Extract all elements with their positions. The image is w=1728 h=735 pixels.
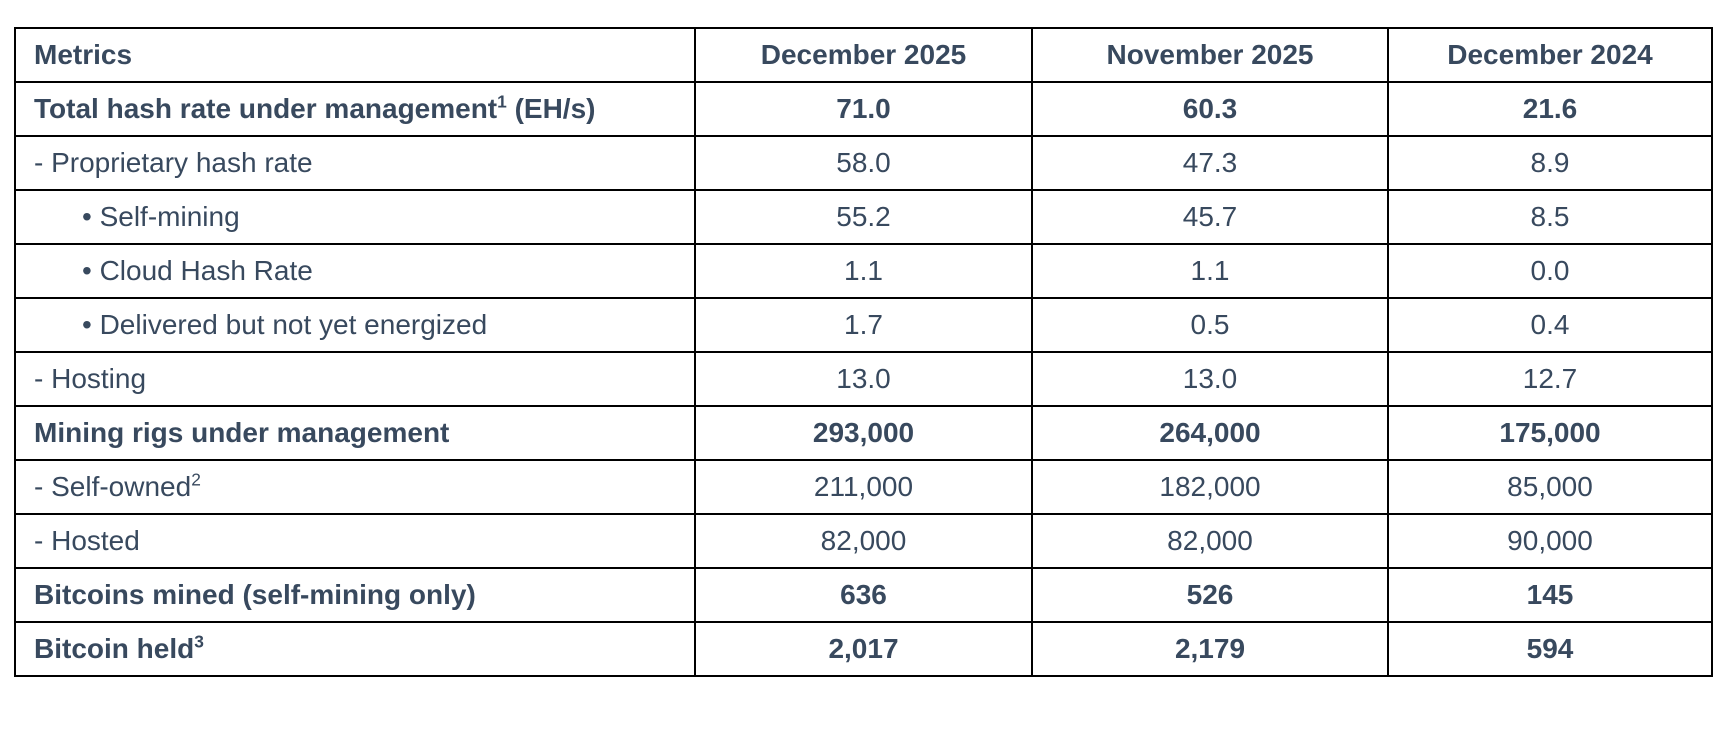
row-label: - Hosted bbox=[14, 513, 696, 569]
value-cell: 175,000 bbox=[1387, 405, 1713, 461]
table-row: - Hosting 13.0 13.0 12.7 bbox=[14, 351, 1713, 407]
value-cell: 12.7 bbox=[1387, 351, 1713, 407]
value-cell: 182,000 bbox=[1031, 459, 1389, 515]
column-header: Metrics bbox=[14, 27, 696, 83]
column-header: November 2025 bbox=[1031, 27, 1389, 83]
table-row: Bitcoins mined (self-mining only) 636 526 1… bbox=[14, 567, 1713, 623]
row-label-text: • Cloud Hash Rate bbox=[82, 254, 313, 286]
row-label: Mining rigs under management bbox=[14, 405, 696, 461]
value-cell: 1.1 bbox=[694, 243, 1033, 299]
row-label: • Self-mining bbox=[14, 189, 696, 245]
table-body: Total hash rate under management1 (EH/s)… bbox=[14, 81, 1713, 677]
row-label-text: Bitcoin held bbox=[34, 632, 195, 664]
row-label: - Hosting bbox=[14, 351, 696, 407]
table-row: Mining rigs under management 293,000 264,0… bbox=[14, 405, 1713, 461]
row-label-text: - Self-owned bbox=[34, 470, 192, 502]
value-cell: 82,000 bbox=[694, 513, 1033, 569]
value-cell: 0.5 bbox=[1031, 297, 1389, 353]
table-row: Bitcoin held3 2,017 2,179 594 bbox=[14, 621, 1713, 677]
value-cell: 13.0 bbox=[1031, 351, 1389, 407]
value-cell: 58.0 bbox=[694, 135, 1033, 191]
footnote-marker: 3 bbox=[194, 631, 204, 652]
value-cell: 293,000 bbox=[694, 405, 1033, 461]
row-label-text: Bitcoins mined (self-mining only) bbox=[34, 578, 476, 610]
value-cell: 60.3 bbox=[1031, 81, 1389, 137]
row-label-text: • Delivered but not yet energized bbox=[82, 308, 488, 340]
table-row: - Proprietary hash rate 58.0 47.3 8.9 bbox=[14, 135, 1713, 191]
value-cell: 8.5 bbox=[1387, 189, 1713, 245]
value-cell: 211,000 bbox=[694, 459, 1033, 515]
row-label: Total hash rate under management1 (EH/s) bbox=[14, 81, 696, 137]
row-label: • Delivered but not yet energized bbox=[14, 297, 696, 353]
value-cell: 1.1 bbox=[1031, 243, 1389, 299]
row-label-suffix: (EH/s) bbox=[506, 92, 596, 124]
table-row: - Hosted 82,000 82,000 90,000 bbox=[14, 513, 1713, 569]
row-label-text: Mining rigs under management bbox=[34, 416, 450, 448]
table-row: - Self-owned2 211,000 182,000 85,000 bbox=[14, 459, 1713, 515]
value-cell: 8.9 bbox=[1387, 135, 1713, 191]
value-cell: 21.6 bbox=[1387, 81, 1713, 137]
row-label: - Proprietary hash rate bbox=[14, 135, 696, 191]
table-row: • Delivered but not yet energized 1.7 0.5 0… bbox=[14, 297, 1713, 353]
value-cell: 2,179 bbox=[1031, 621, 1389, 677]
row-label-text: - Hosting bbox=[34, 362, 147, 394]
value-cell: 45.7 bbox=[1031, 189, 1389, 245]
value-cell: 636 bbox=[694, 567, 1033, 623]
row-label-text: • Self-mining bbox=[82, 200, 240, 232]
value-cell: 82,000 bbox=[1031, 513, 1389, 569]
value-cell: 264,000 bbox=[1031, 405, 1389, 461]
column-header: December 2024 bbox=[1387, 27, 1713, 83]
row-label: - Self-owned2 bbox=[14, 459, 696, 515]
row-label-text: - Hosted bbox=[34, 524, 140, 556]
row-label: Bitcoin held3 bbox=[14, 621, 696, 677]
value-cell: 145 bbox=[1387, 567, 1713, 623]
header-row: Metrics December 2025 November 2025 Decembe… bbox=[14, 27, 1713, 83]
value-cell: 0.0 bbox=[1387, 243, 1713, 299]
value-cell: 85,000 bbox=[1387, 459, 1713, 515]
row-label-text: - Proprietary hash rate bbox=[34, 146, 313, 178]
value-cell: 2,017 bbox=[694, 621, 1033, 677]
value-cell: 594 bbox=[1387, 621, 1713, 677]
footnote-marker: 1 bbox=[497, 91, 507, 112]
value-cell: 55.2 bbox=[694, 189, 1033, 245]
row-label-text: Total hash rate under management bbox=[34, 92, 498, 124]
table-row: • Cloud Hash Rate 1.1 1.1 0.0 bbox=[14, 243, 1713, 299]
column-header: December 2025 bbox=[694, 27, 1033, 83]
value-cell: 71.0 bbox=[694, 81, 1033, 137]
row-label: • Cloud Hash Rate bbox=[14, 243, 696, 299]
value-cell: 47.3 bbox=[1031, 135, 1389, 191]
table-row: • Self-mining 55.2 45.7 8.5 bbox=[14, 189, 1713, 245]
value-cell: 13.0 bbox=[694, 351, 1033, 407]
row-label: Bitcoins mined (self-mining only) bbox=[14, 567, 696, 623]
value-cell: 90,000 bbox=[1387, 513, 1713, 569]
mining-metrics-table: Metrics December 2025 November 2025 Decembe… bbox=[14, 27, 1713, 677]
value-cell: 526 bbox=[1031, 567, 1389, 623]
value-cell: 0.4 bbox=[1387, 297, 1713, 353]
footnote-marker: 2 bbox=[191, 469, 201, 490]
table-row: Total hash rate under management1 (EH/s)… bbox=[14, 81, 1713, 137]
value-cell: 1.7 bbox=[694, 297, 1033, 353]
